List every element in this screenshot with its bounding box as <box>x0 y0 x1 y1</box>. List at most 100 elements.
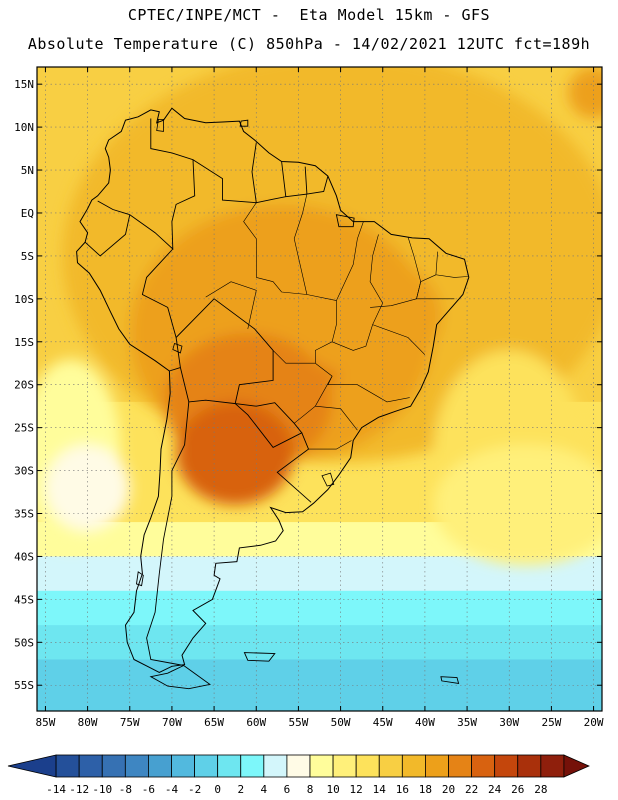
colorbar-label: 24 <box>488 783 502 796</box>
temperature-band <box>37 659 602 711</box>
map-title-line2: Absolute Temperature (C) 850hPa - 14/02/… <box>27 35 591 53</box>
colorbar-label: 12 <box>350 783 363 796</box>
temperature-blob <box>433 444 602 566</box>
island-outline <box>335 214 355 228</box>
colorbar-label: 18 <box>419 783 432 796</box>
lat-label: 5N <box>21 164 34 177</box>
axis-ticks: 15N 10N 5N EQ 5S 10S 15S 20S 25S 30S 35S 40S 45S 50S 5… <box>14 67 604 729</box>
colorbar-label: 26 <box>511 783 524 796</box>
temperature-colorbar: -14 -12 -10 -8 -6 -4 -2 0 2 4 6 8 10 12 14 16 18 20 22 24 26… <box>7 754 590 796</box>
state-border <box>205 281 257 329</box>
colorbar-label: -4 <box>165 783 179 796</box>
colorbar-swatch <box>55 754 80 778</box>
country-border <box>234 402 303 448</box>
colorbar-swatch <box>332 754 357 778</box>
lon-label: 80W <box>78 716 98 729</box>
temperature-blob <box>176 401 295 505</box>
island-outline <box>149 664 211 690</box>
temperature-blob <box>289 255 442 377</box>
island-outline <box>239 119 249 127</box>
state-border <box>315 362 410 403</box>
map-title-line1: CPTEC/INPE/MCT - Eta Model 15km - GFS <box>127 6 491 24</box>
country-border <box>97 200 130 216</box>
colorbar-swatch <box>494 754 519 778</box>
lon-label: 50W <box>331 716 351 729</box>
state-border <box>369 234 384 325</box>
state-border <box>272 350 316 364</box>
colorbar-swatch <box>286 754 311 778</box>
country-border <box>84 214 131 257</box>
state-border <box>293 194 308 295</box>
lat-label: 45S <box>14 593 34 606</box>
colorbar-label: 8 <box>307 783 314 796</box>
lon-label: 30W <box>499 716 519 729</box>
temperature-band <box>37 590 602 627</box>
state-border <box>315 405 358 431</box>
island-outline <box>136 571 144 587</box>
lon-label: 55W <box>288 716 308 729</box>
temperature-field <box>37 67 602 711</box>
colorbar-label: 20 <box>442 783 455 796</box>
colorbar-swatch <box>448 754 472 778</box>
lon-label: 60W <box>246 716 266 729</box>
lake-outline <box>156 119 164 132</box>
lat-label: 40S <box>14 550 34 563</box>
lon-label: 75W <box>120 716 140 729</box>
colorbar-label: 6 <box>284 783 291 796</box>
lat-label: 15N <box>14 78 34 91</box>
colorbar-swatch <box>309 754 334 778</box>
lake-outline <box>321 472 335 487</box>
colorbar-swatch <box>171 754 195 778</box>
colorbar-label: 16 <box>396 783 409 796</box>
lon-label: 45W <box>373 716 393 729</box>
country-border <box>146 401 190 666</box>
colorbar-label: 2 <box>237 783 244 796</box>
lat-label: 30S <box>14 465 34 478</box>
colorbar-label: 10 <box>326 783 339 796</box>
colorbar-label: -14 <box>46 783 66 796</box>
colorbar-swatch <box>401 754 426 778</box>
colorbar-label: 28 <box>534 783 547 796</box>
colorbar-label: 14 <box>373 783 387 796</box>
lat-label: 20S <box>14 379 34 392</box>
geographic-boundaries <box>76 107 470 690</box>
state-border <box>243 202 257 278</box>
state-border <box>308 440 352 450</box>
temperature-anomalies <box>37 67 602 566</box>
country-border <box>129 118 196 251</box>
colorbar-swatch <box>101 754 126 778</box>
colorbar-swatch <box>124 754 149 778</box>
country-border <box>192 142 257 204</box>
lat-label: 55S <box>14 679 34 692</box>
country-border <box>256 161 287 204</box>
country-border <box>276 432 312 503</box>
temperature-blob <box>568 67 602 119</box>
lat-label: 5S <box>21 250 34 263</box>
lat-label: 25S <box>14 422 34 435</box>
colorbar-label: 22 <box>465 783 478 796</box>
colorbar-swatch <box>78 754 103 778</box>
temperature-band <box>37 625 602 661</box>
state-border <box>372 324 426 355</box>
lat-label: 35S <box>14 508 34 521</box>
graticule <box>37 67 602 711</box>
state-border <box>435 251 468 278</box>
country-border <box>306 175 329 195</box>
lon-label: 20W <box>584 716 604 729</box>
state-border <box>256 277 337 301</box>
state-border <box>331 324 373 351</box>
lat-label: 10N <box>14 121 34 134</box>
state-border <box>336 221 364 301</box>
lon-label: 70W <box>162 716 182 729</box>
colorbar-swatch <box>217 754 242 778</box>
colorbar-swatch <box>540 754 565 778</box>
lon-label: 35W <box>457 716 477 729</box>
colorbar-label: -6 <box>142 783 155 796</box>
colorbar-arrow-low <box>7 754 57 778</box>
colorbar-label: -10 <box>92 783 112 796</box>
lat-label: 10S <box>14 293 34 306</box>
temperature-blob <box>45 444 130 531</box>
colorbar-swatch <box>355 754 380 778</box>
colorbar-swatch <box>194 754 219 778</box>
country-border <box>175 298 274 405</box>
